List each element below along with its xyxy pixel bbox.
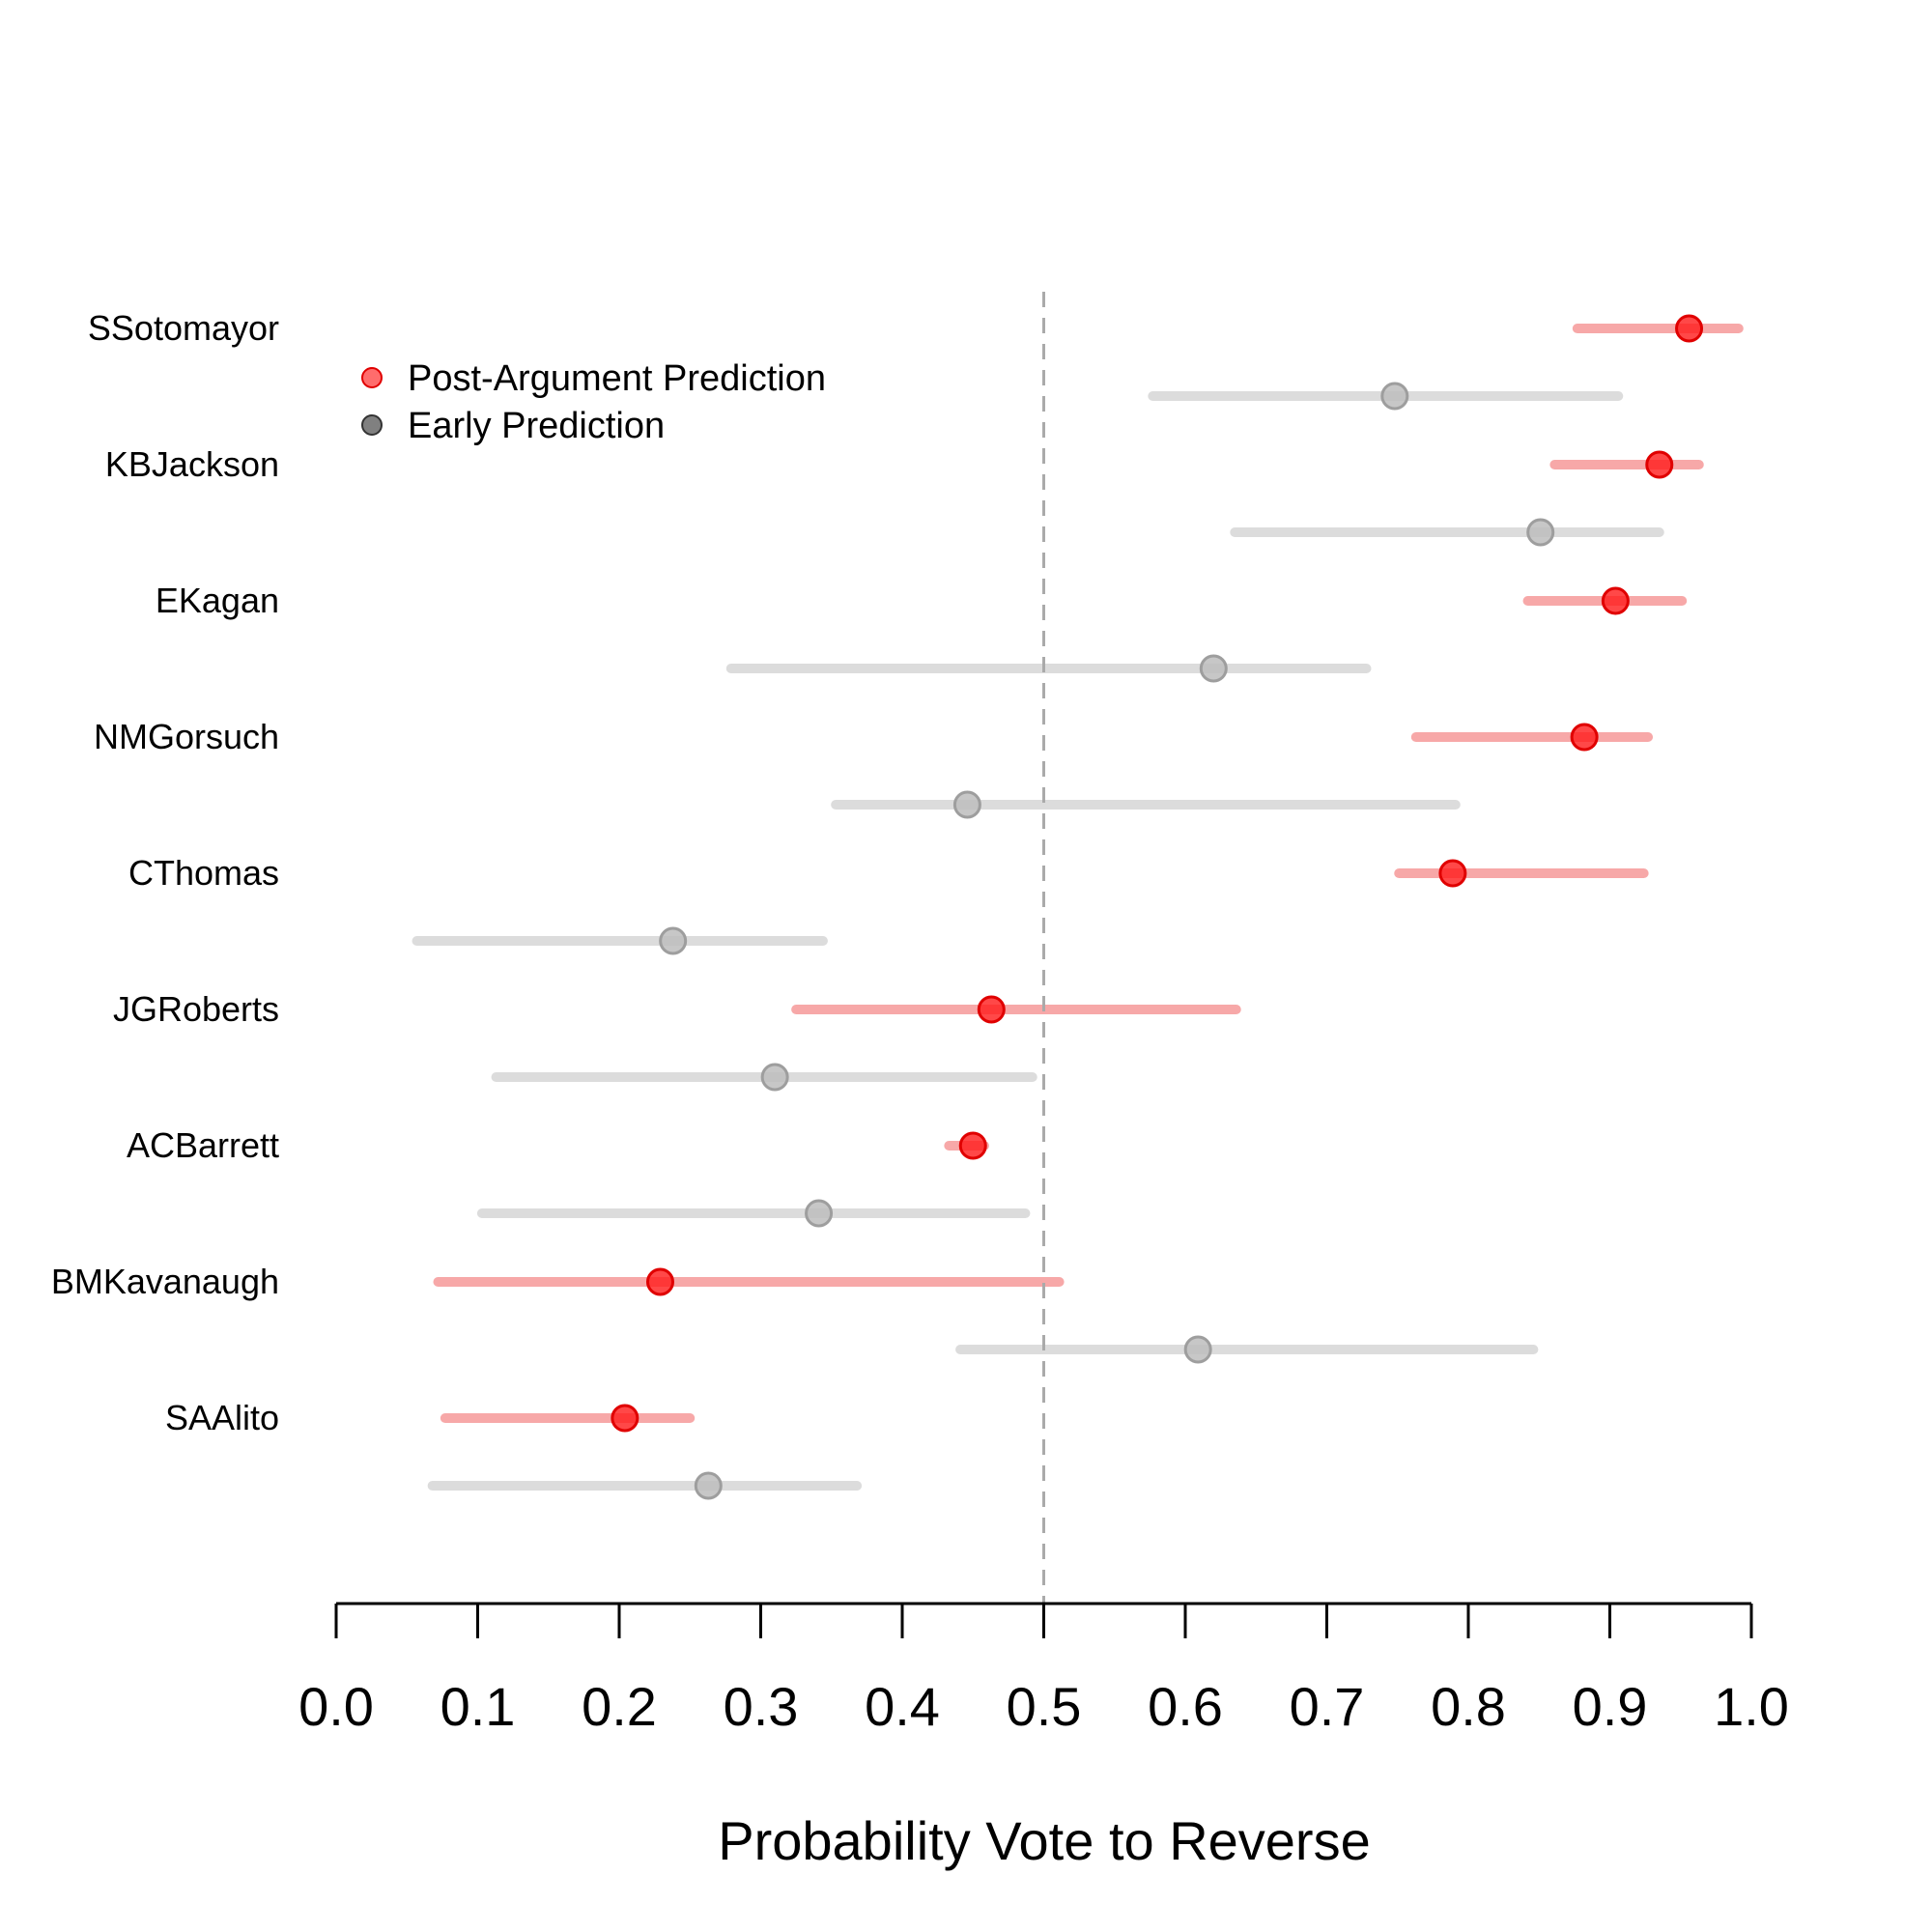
justice-label-saalito: SAAlito (165, 1398, 279, 1437)
early-point-ssotomayor (1380, 382, 1409, 411)
justice-label-acbarrett: ACBarrett (127, 1125, 279, 1165)
early-point-bmkavanaugh (1183, 1335, 1212, 1364)
early-point-saalito (694, 1471, 723, 1500)
justice-label-bmkavanaugh: BMKavanaugh (51, 1262, 279, 1301)
post-point-jgroberts (977, 995, 1006, 1024)
legend: Post-Argument Prediction Early Predictio… (361, 358, 826, 446)
x-tick-label-0.6: 0.6 (1148, 1676, 1223, 1737)
x-tick-label-0.5: 0.5 (1007, 1676, 1082, 1737)
early-point-ekagan (1199, 654, 1228, 683)
early-point-acbarrett (805, 1199, 834, 1228)
justice-label-nmgorsuch: NMGorsuch (94, 717, 279, 756)
justice-label-ekagan: EKagan (156, 581, 279, 620)
post-point-saalito (611, 1404, 639, 1433)
justice-label-cthomas: CThomas (128, 853, 279, 893)
point-layer (611, 314, 1704, 1500)
post-point-kbjackson (1645, 450, 1674, 479)
post-point-ssotomayor (1675, 314, 1704, 343)
x-tick-label-0.2: 0.2 (582, 1676, 657, 1737)
x-tick-label-1.0: 1.0 (1714, 1676, 1789, 1737)
early-point-kbjackson (1526, 518, 1555, 547)
x-axis-title: Probability Vote to Reverse (718, 1810, 1370, 1871)
justice-labels: SSotomayor KBJackson EKagan NMGorsuch CThoma… (51, 308, 279, 1437)
post-point-cthomas (1438, 859, 1467, 888)
early-point-jgroberts (760, 1063, 789, 1092)
post-point-nmgorsuch (1570, 723, 1599, 752)
interval-layer (412, 324, 1744, 1491)
x-axis: 0.0 0.1 0.2 0.3 0.4 0.5 0.6 0.7 0.8 0.9 1.0 (298, 1602, 1789, 1737)
post-point-acbarrett (958, 1131, 987, 1160)
x-tick-label-0.3: 0.3 (724, 1676, 799, 1737)
x-tick-label-0.7: 0.7 (1290, 1676, 1365, 1737)
justice-label-jgroberts: JGRoberts (113, 989, 279, 1029)
x-tick-label-0.1: 0.1 (440, 1676, 516, 1737)
legend-post-marker (361, 367, 383, 388)
x-tick-label-0.9: 0.9 (1573, 1676, 1648, 1737)
legend-early-label: Early Prediction (408, 406, 665, 446)
x-tick-label-0.0: 0.0 (298, 1676, 374, 1737)
justice-label-ssotomayor: SSotomayor (88, 308, 279, 348)
early-point-cthomas (659, 926, 688, 955)
legend-early-marker (361, 414, 383, 436)
early-point-nmgorsuch (952, 790, 981, 819)
x-tick-label-0.8: 0.8 (1431, 1676, 1506, 1737)
post-point-ekagan (1601, 586, 1630, 615)
justice-label-kbjackson: KBJackson (105, 444, 279, 484)
x-tick-label-0.4: 0.4 (865, 1676, 940, 1737)
legend-post-label: Post-Argument Prediction (408, 358, 826, 399)
post-point-bmkavanaugh (645, 1267, 674, 1296)
